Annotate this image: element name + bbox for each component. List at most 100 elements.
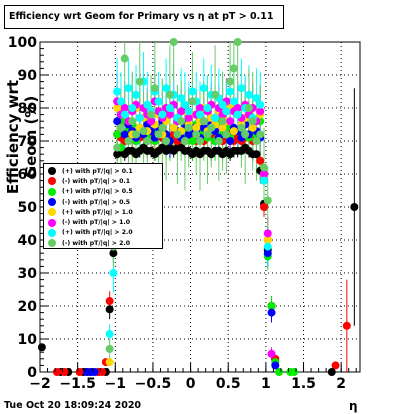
timestamp: Tue Oct 20 18:09:24 2020	[4, 400, 142, 411]
data-point	[248, 117, 257, 126]
data-point	[98, 368, 107, 376]
legend-entry: (+) with pT/|q| > 2.0	[48, 228, 162, 238]
data-point	[226, 77, 235, 86]
data-point	[267, 349, 276, 358]
data-point	[180, 137, 189, 145]
y-tick-label: 30	[18, 266, 38, 282]
data-point	[222, 107, 231, 116]
data-point	[226, 87, 235, 96]
data-point	[158, 110, 167, 119]
legend: (+) with pT/|q| > 0.1 (-) with pT/|q| > 0…	[43, 163, 163, 249]
data-point	[237, 84, 246, 93]
data-point	[150, 84, 159, 93]
data-point	[90, 368, 99, 376]
data-point	[192, 130, 201, 139]
data-point	[128, 104, 137, 112]
y-tick-label: 70	[18, 134, 38, 150]
data-point	[252, 137, 261, 145]
legend-label: (+) with pT/|q| > 2.0	[62, 229, 133, 237]
data-point	[169, 123, 178, 132]
data-point	[252, 150, 261, 159]
y-tick-label: 40	[18, 233, 38, 249]
data-point	[196, 137, 204, 145]
legend-label: (-) with pT/|q| > 0.1	[62, 177, 131, 185]
data-point	[256, 107, 265, 116]
data-point	[233, 38, 242, 46]
data-point	[263, 242, 272, 251]
data-point	[128, 117, 137, 126]
legend-marker	[48, 187, 56, 196]
data-point	[218, 100, 227, 109]
y-axis-label: Efficiency wrt Geom (%)	[4, 79, 40, 195]
data-point	[154, 130, 163, 139]
legend-marker	[48, 218, 56, 227]
y-tick-label: 50	[18, 200, 38, 216]
x-tick-label: −1	[105, 376, 126, 392]
data-point	[147, 117, 156, 126]
data-point	[211, 113, 220, 122]
data-point	[37, 343, 46, 352]
data-points	[37, 38, 359, 376]
data-point	[75, 368, 84, 376]
data-point	[263, 236, 272, 244]
data-point	[180, 100, 189, 109]
data-point	[165, 90, 174, 99]
legend-entry: (-) with pT/|q| > 0.1	[48, 176, 162, 186]
data-point	[260, 170, 268, 178]
data-point	[120, 104, 129, 112]
legend-label: (+) with pT/|q| > 0.5	[62, 188, 133, 196]
legend-label: (+) with pT/|q| > 0.1	[62, 167, 133, 175]
data-point	[120, 54, 129, 63]
data-point	[184, 113, 193, 122]
data-point	[188, 137, 197, 145]
legend-marker	[48, 167, 56, 176]
data-point	[203, 130, 212, 139]
legend-marker	[48, 239, 56, 248]
data-point	[116, 123, 125, 132]
data-point	[165, 104, 174, 112]
legend-entry: (-) with pT/|q| > 2.0	[48, 238, 162, 248]
data-point	[113, 130, 122, 139]
data-point	[214, 137, 223, 145]
data-point	[173, 130, 182, 139]
data-point	[260, 203, 268, 211]
data-point	[113, 87, 122, 96]
data-point	[135, 113, 144, 122]
data-point	[331, 361, 340, 370]
data-point	[188, 97, 197, 106]
data-point	[233, 104, 242, 112]
data-point	[124, 137, 133, 145]
data-point	[184, 130, 193, 139]
data-point	[203, 104, 212, 112]
legend-marker	[48, 208, 56, 217]
data-point	[263, 249, 272, 258]
data-point	[105, 297, 114, 306]
data-point	[226, 117, 235, 126]
data-point	[241, 130, 250, 139]
data-point	[132, 90, 140, 99]
x-tick-label: 1	[261, 376, 271, 392]
y-tick-label: 80	[18, 101, 38, 117]
data-point	[196, 110, 204, 119]
legend-label: (-) with pT/|q| > 0.5	[62, 198, 131, 206]
data-point	[177, 94, 186, 103]
data-point	[192, 123, 201, 132]
data-point	[120, 130, 129, 139]
x-tick-label: 1.5	[291, 376, 316, 392]
legend-entry: (+) with pT/|q| > 0.5	[48, 187, 162, 197]
data-point	[290, 368, 299, 376]
y-tick-label: 90	[18, 68, 38, 84]
data-point	[113, 143, 122, 152]
data-point	[256, 130, 265, 139]
y-tick-label: 100	[8, 35, 37, 51]
data-point	[109, 269, 118, 277]
data-point	[248, 123, 257, 132]
legend-entry: (+) with pT/|q| > 1.0	[48, 207, 162, 217]
data-point	[199, 117, 208, 126]
data-point	[342, 321, 351, 330]
chart-title: Efficiency wrt Geom for Primary vs η at …	[4, 5, 284, 29]
data-point	[105, 305, 114, 314]
data-point	[154, 97, 163, 106]
data-point	[162, 84, 171, 93]
